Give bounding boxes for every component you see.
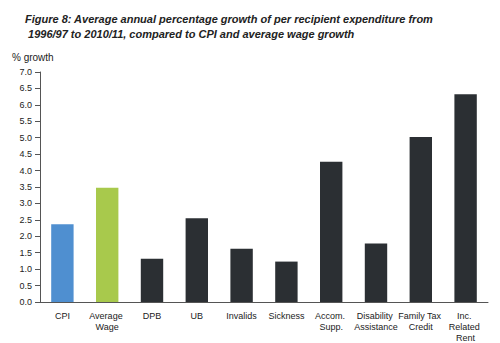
svg-text:Disability: Disability [357,311,396,321]
svg-text:1996/97 to 2010/11, compared t: 1996/97 to 2010/11, compared to CPI and … [25,28,355,40]
svg-text:Wage: Wage [96,322,119,332]
svg-text:1.0: 1.0 [19,264,32,274]
svg-text:Accom.: Accom. [315,311,348,321]
svg-text:Invalids: Invalids [226,311,257,321]
svg-text:CPI: CPI [55,311,70,321]
svg-text:Rent: Rent [456,333,476,343]
svg-text:UB: UB [191,311,204,321]
svg-text:Figure 8: Average annual perce: Figure 8: Average annual percentage grow… [25,13,433,25]
svg-text:6.0: 6.0 [19,100,32,110]
svg-text:5.0: 5.0 [19,133,32,143]
svg-text:2.0: 2.0 [19,231,32,241]
svg-text:3.0: 3.0 [19,198,32,208]
svg-text:Assistance: Assistance [354,322,398,332]
svg-text:0.5: 0.5 [19,281,32,291]
svg-text:1.5: 1.5 [19,248,32,258]
svg-text:Average: Average [89,311,125,321]
svg-text:DPB: DPB [143,311,162,321]
svg-text:Inc.: Inc. [457,311,474,321]
svg-text:2.5: 2.5 [19,215,32,225]
svg-text:Related: Related [449,322,483,332]
svg-text:0.0: 0.0 [19,297,32,307]
svg-text:Family Tax: Family Tax [398,311,443,321]
svg-text:7.0: 7.0 [19,67,32,77]
svg-text:6.5: 6.5 [19,83,32,93]
svg-text:3.5: 3.5 [19,182,32,192]
svg-text:% growth: % growth [12,52,54,63]
svg-text:4.5: 4.5 [19,149,32,159]
svg-text:4.0: 4.0 [19,166,32,176]
svg-text:Supp.: Supp. [319,322,343,332]
svg-text:5.5: 5.5 [19,116,32,126]
svg-text:Credit: Credit [409,322,434,332]
svg-text:Sickness: Sickness [268,311,305,321]
